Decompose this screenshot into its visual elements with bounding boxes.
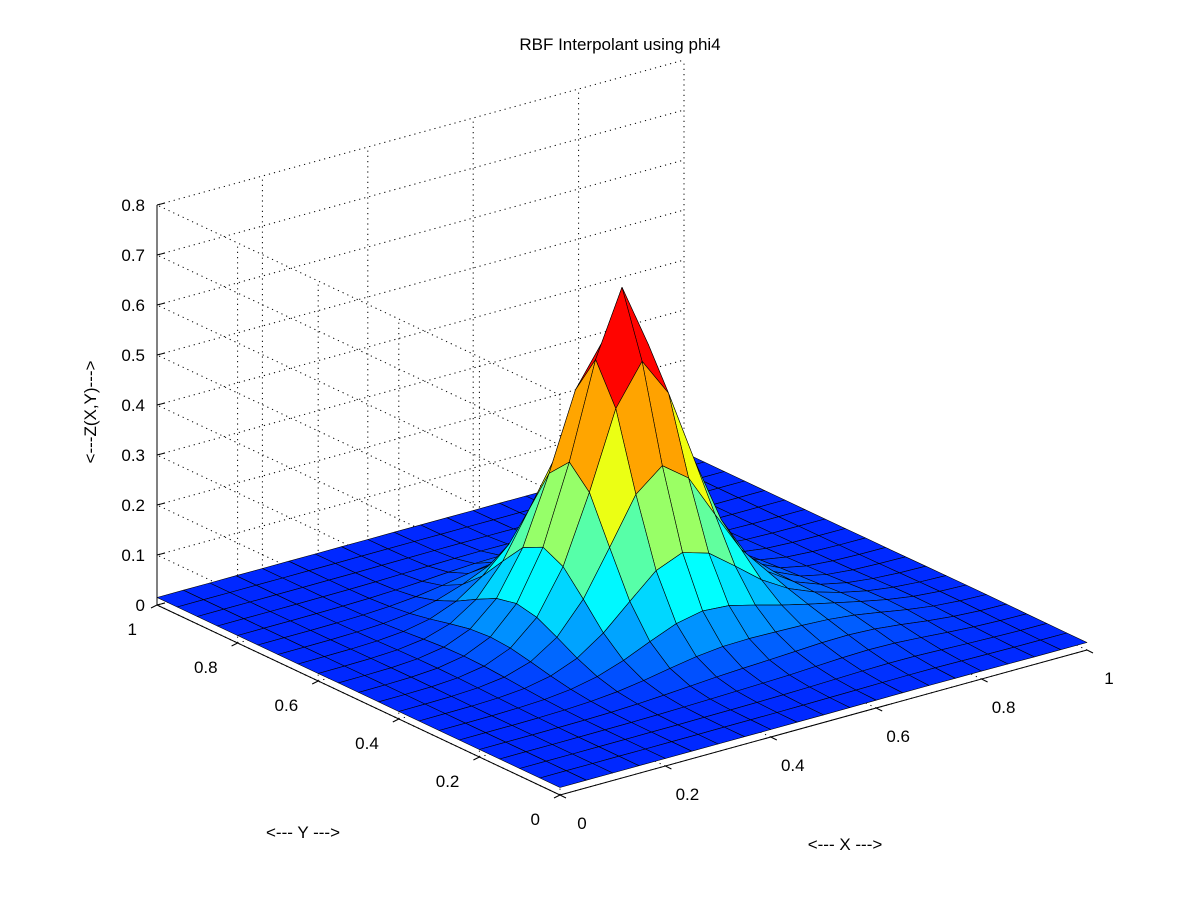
y-tick-label: 0.2 xyxy=(436,772,460,791)
y-tick xyxy=(231,642,238,647)
x-tick xyxy=(665,765,672,770)
z-tick xyxy=(156,602,166,606)
z-tick-label: 0.6 xyxy=(121,296,145,315)
y-tick xyxy=(150,604,158,609)
x-tick-label: 0.2 xyxy=(676,785,700,804)
x-tick-label: 0.8 xyxy=(992,698,1016,717)
y-tick-label: 0 xyxy=(531,810,540,829)
y-tick-label: 0.6 xyxy=(275,696,299,715)
z-tick-label: 0.7 xyxy=(121,246,145,265)
z-tick xyxy=(156,452,166,456)
y-tick xyxy=(473,756,480,761)
z-tick-label: 0 xyxy=(136,596,145,615)
x-axis-line xyxy=(559,649,1088,796)
y-tick xyxy=(553,794,561,799)
x-tick-label: 0 xyxy=(577,814,586,833)
z-tick xyxy=(156,552,166,556)
z-tick xyxy=(156,352,166,356)
z-axis-label: <---Z(X,Y)---> xyxy=(81,360,100,463)
z-tick xyxy=(156,202,166,206)
z-tick xyxy=(156,402,166,406)
z-tick-label: 0.1 xyxy=(121,546,145,565)
z-tick xyxy=(156,302,166,306)
y-tick-label: 0.4 xyxy=(355,734,379,753)
x-tick-label: 0.6 xyxy=(886,727,910,746)
z-tick-label: 0.4 xyxy=(121,396,145,415)
y-axis-label: <--- Y ---> xyxy=(266,823,340,842)
tick-labels-layer: 0 0.1 0.2 0.3 0.4 0.5 0.6 0.7 0.8 0 0.2 0.4 0.6 0.8 1 0… xyxy=(121,196,1113,833)
x-tick-label: 1 xyxy=(1104,669,1113,688)
chart-title: RBF Interpolant using phi4 xyxy=(519,35,720,54)
z-tick-label: 0.2 xyxy=(121,496,145,515)
x-tick xyxy=(875,707,883,712)
y-tick xyxy=(392,718,400,723)
x-tick xyxy=(770,736,778,741)
x-axis-label: <--- X ---> xyxy=(808,835,883,854)
z-tick-label: 0.3 xyxy=(121,446,145,465)
y-tick xyxy=(311,680,319,685)
surface-layer xyxy=(156,286,1088,788)
surface-patch xyxy=(539,770,587,788)
x-tick xyxy=(559,794,567,799)
y-axis-line xyxy=(156,604,561,796)
x-tick-label: 0.4 xyxy=(781,756,805,775)
z-tick-label: 0.5 xyxy=(121,346,145,365)
z-tick xyxy=(156,252,166,256)
y-tick-label: 0.8 xyxy=(194,658,218,677)
x-tick xyxy=(1086,649,1094,654)
z-tick-label: 0.8 xyxy=(121,196,145,215)
y-tick-label: 1 xyxy=(128,620,137,639)
x-tick xyxy=(981,678,988,683)
z-tick xyxy=(156,502,166,506)
